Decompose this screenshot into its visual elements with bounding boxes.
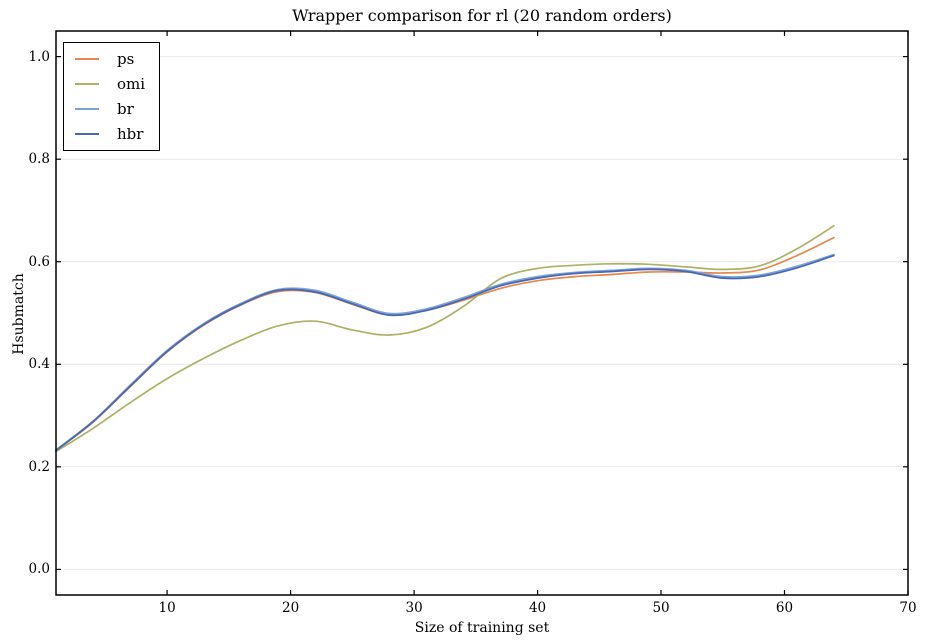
x-axis-label: Size of training set [414,620,550,636]
x-tick-label: 40 [528,600,547,616]
legend-label: hbr [117,125,144,143]
y-tick-label: 0.2 [28,458,50,475]
x-tick-label: 20 [282,600,300,616]
series-line-hbr [55,254,835,452]
legend-item-ps: ps [75,50,145,68]
axes-frame [55,30,909,596]
y-axis-label: Hsubmatch [11,273,27,355]
y-tick-label: 0.6 [28,253,50,270]
series-line-br [55,253,835,451]
legend-line-swatch [75,58,99,60]
legend-label: br [117,100,134,118]
legend-item-br: br [75,100,145,118]
legend-label: omi [117,75,146,93]
y-tick-label: 1.0 [28,48,50,65]
legend-item-omi: omi [75,75,145,93]
chart-title: Wrapper comparison for rl (20 random ord… [292,6,672,25]
legend-item-hbr: hbr [75,125,145,143]
legend-label: ps [117,50,135,68]
x-tick-label: 30 [405,600,423,616]
legend-line-swatch [75,108,99,110]
legend: ps omi br hbr [63,42,161,151]
x-tick-label: 70 [899,600,917,616]
y-tick-label: 0.8 [28,151,50,168]
legend-line-swatch [75,83,99,85]
legend-line-swatch [75,133,99,135]
y-tick-label: 0.0 [28,561,50,578]
x-tick-label: 50 [652,600,670,616]
x-tick-label: 60 [775,600,794,616]
series-line-omi [55,224,835,453]
x-tick-label: 10 [158,600,176,616]
y-tick-label: 0.4 [28,356,50,373]
